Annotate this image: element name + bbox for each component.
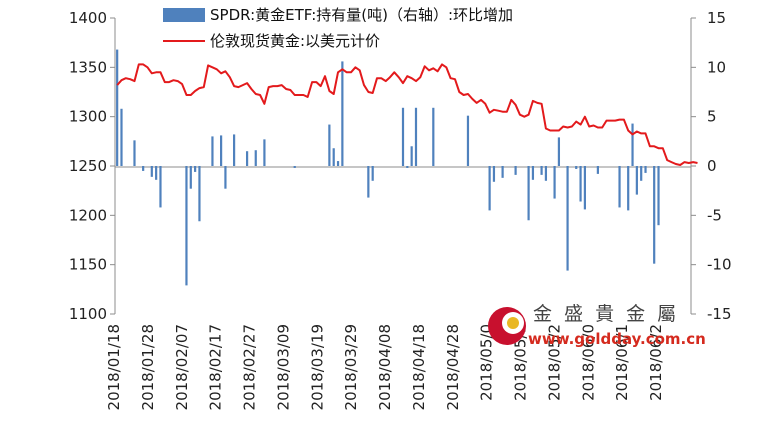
right-tick-label: -15 [707, 305, 732, 323]
x-tick-label: 2018/06/0 [579, 324, 597, 401]
etf-bar [232, 134, 236, 166]
etf-bar [198, 166, 201, 222]
right-tick-label: 15 [707, 9, 726, 27]
right-tick-label: 0 [707, 157, 717, 175]
right-tick-label: -5 [707, 206, 722, 224]
etf-bar [328, 124, 331, 166]
etf-bar [583, 166, 586, 210]
etf-bar [185, 166, 188, 286]
etf-bar [640, 166, 643, 181]
gold-price-line [116, 63, 698, 166]
right-tick-label: -10 [707, 256, 732, 274]
gold-logo-icon [488, 307, 526, 345]
x-tick-label: 2018/03/19 [308, 324, 326, 410]
x-tick-label: 2018/04/28 [444, 324, 462, 410]
etf-bar [414, 107, 418, 166]
watermark-url: www.goldday.com.cn [528, 330, 706, 348]
left-axis-ticks: 1400 1350 1300 1250 1200 1150 1100 [69, 9, 115, 323]
etf-bar [406, 166, 409, 168]
etf-bar [657, 166, 660, 226]
etf-bar [540, 166, 543, 175]
left-tick-label: 1350 [69, 58, 107, 76]
etf-bar [557, 137, 561, 166]
etf-bar [133, 140, 136, 166]
etf-bar [575, 166, 578, 169]
etf-bar [189, 166, 192, 189]
right-axis-ticks: 15 10 5 0 -5 -10 -15 [691, 9, 732, 323]
right-tick-label: 10 [707, 58, 726, 76]
etf-bar [159, 166, 162, 208]
left-tick-label: 1150 [69, 256, 107, 274]
etf-bar [531, 166, 535, 180]
etf-bar [155, 166, 158, 180]
left-tick-label: 1400 [69, 9, 107, 27]
etf-bar [150, 166, 153, 177]
etf-bar [332, 148, 335, 166]
x-tick-label: 2018/03/09 [274, 324, 292, 410]
legend-bar-label: SPDR:黄金ETF:持有量(吨)（右轴）:环比增加 [210, 6, 513, 24]
x-tick-label: 2018/02/07 [173, 324, 191, 410]
etf-bar [653, 166, 656, 264]
etf-bar [211, 136, 214, 166]
etf-bar [245, 151, 249, 166]
etf-bar [263, 139, 266, 166]
left-tick-label: 1100 [69, 305, 107, 323]
x-tick-label: 2018/02/17 [207, 324, 225, 410]
etf-bar [220, 135, 223, 166]
x-tick-label: 2018/05/2 [545, 324, 563, 401]
watermark-brand: 金 盛 貴 金 屬 [533, 303, 679, 325]
etf-bar [336, 161, 340, 166]
etf-bar [566, 166, 569, 271]
legend-line-label: 伦敦现货黄金:以美元计价 [210, 32, 380, 50]
etf-bar [579, 166, 582, 202]
legend-bar-swatch [163, 8, 205, 22]
etf-bar [224, 166, 227, 189]
etf-bar [627, 166, 630, 211]
right-tick-label: 5 [707, 108, 717, 126]
etf-bar [635, 166, 638, 195]
etf-bar [596, 166, 599, 174]
etf-bar [371, 166, 374, 181]
legend: SPDR:黄金ETF:持有量(吨)（右轴）:环比增加 伦敦现货黄金:以美元计价 [163, 6, 513, 50]
etf-bar [466, 115, 470, 166]
x-tick-label: 2018/03/29 [342, 324, 360, 410]
etf-bar [644, 166, 647, 173]
x-tick-label: 2018/01/18 [105, 324, 123, 410]
etf-bar [410, 146, 413, 166]
x-tick-label: 2018/05/1 [512, 324, 530, 401]
etf-bar [488, 166, 491, 211]
etf-bar [631, 123, 634, 166]
etf-bar [120, 108, 123, 166]
etf-bar [492, 166, 496, 182]
x-axis-ticks: 2018/01/18 2018/01/28 2018/02/07 2018/02/17… [105, 324, 665, 410]
etf-bar [142, 166, 145, 171]
etf-bar [432, 107, 435, 166]
etf-bar [341, 61, 344, 167]
x-tick-label: 2018/05/0 [478, 324, 496, 401]
x-tick-label: 2018/06/2 [647, 324, 665, 401]
etf-bar [618, 166, 621, 208]
etf-bar [254, 150, 257, 166]
x-tick-label: 2018/01/28 [139, 324, 157, 410]
bar-series [116, 49, 660, 286]
etf-bar [544, 166, 548, 181]
etf-bar [194, 166, 197, 172]
etf-bar [527, 166, 530, 221]
etf-bar [501, 166, 504, 178]
etf-bar [401, 107, 405, 166]
x-tick-label: 2018/04/08 [376, 324, 394, 410]
x-tick-label: 2018/06/1 [613, 324, 631, 401]
etf-bar [553, 166, 556, 199]
etf-bar [293, 166, 296, 168]
x-tick-label: 2018/04/18 [410, 324, 428, 410]
left-tick-label: 1200 [69, 206, 107, 224]
etf-bar [514, 166, 517, 175]
left-tick-label: 1300 [69, 108, 107, 126]
x-tick-label: 2018/02/27 [241, 324, 259, 410]
etf-bar [116, 49, 119, 166]
watermark: 金 盛 貴 金 屬 www.goldday.com.cn [488, 303, 706, 348]
etf-bar [367, 166, 370, 198]
left-tick-label: 1250 [69, 157, 107, 175]
